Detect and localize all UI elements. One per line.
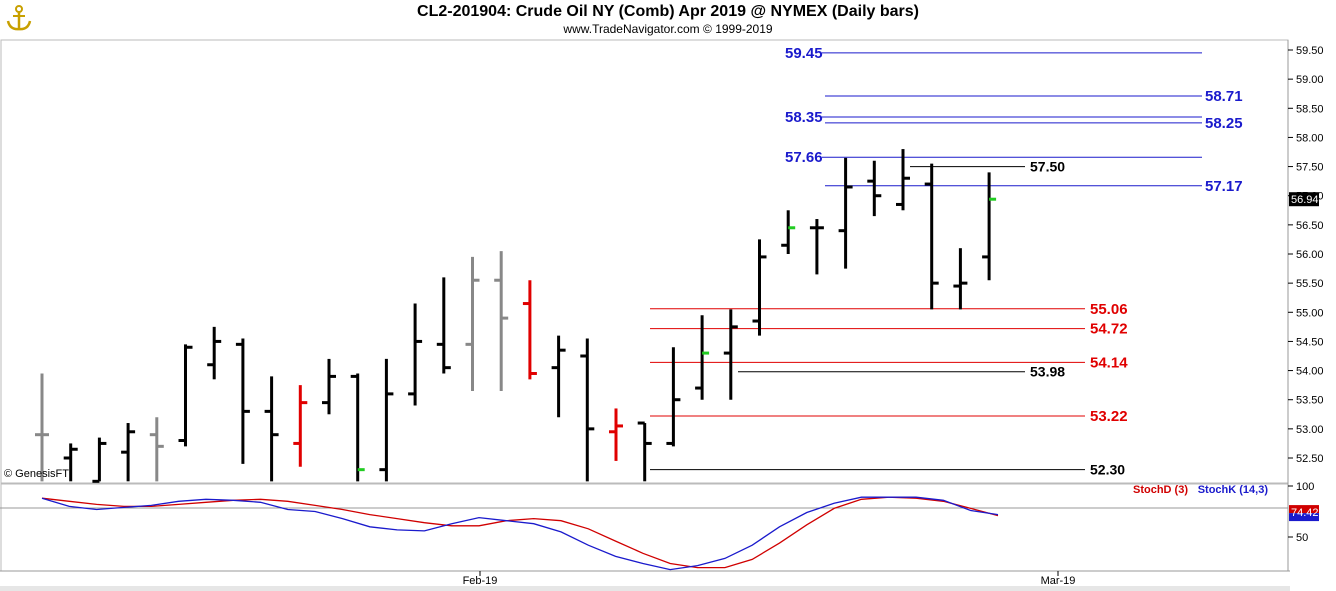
ohlc-bar-10: [322, 358, 336, 415]
price-tick-label-6: 56.50: [1296, 220, 1324, 232]
last-price-badge: [1289, 192, 1319, 207]
ohlc-bar-19: [580, 338, 595, 482]
ohlc-bar-0: [35, 373, 49, 482]
level-label-5: 57.50: [1030, 159, 1065, 175]
price-tick-label-7: 56.00: [1296, 249, 1324, 261]
ohlc-bar-21: [637, 421, 652, 482]
price-tick-label-1: 59.00: [1296, 74, 1324, 86]
level-label-2: 58.35: [785, 109, 823, 126]
level-label-12: 52.30: [1090, 462, 1125, 478]
price-tick-label-11: 54.00: [1296, 366, 1324, 378]
price-tick-label-4: 57.50: [1296, 162, 1324, 174]
price-tick-label-9: 55.00: [1296, 307, 1324, 319]
level-label-0: 59.45: [785, 45, 823, 62]
level-label-4: 57.66: [785, 149, 823, 166]
ohlc-bar-9: [293, 385, 308, 467]
ohlc-bar-30: [896, 149, 910, 211]
ohlc-bar-20: [609, 408, 623, 461]
ohlc-bar-12: [379, 358, 394, 482]
ohlc-bar-27: [809, 219, 824, 275]
stoch-legend-0: StochD (3): [1133, 484, 1188, 496]
osc-tick-label-0: 100: [1296, 481, 1314, 493]
level-label-1: 58.71: [1205, 88, 1243, 105]
price-tick-label-3: 58.00: [1296, 132, 1324, 144]
ohlc-bar-24: [723, 309, 738, 400]
ohlc-bar-29: [867, 160, 882, 217]
ohlc-bar-31: [924, 163, 939, 310]
ohlc-bar-26: [781, 210, 796, 254]
osc-tick-label-1: 50: [1296, 532, 1308, 544]
price-tick-label-10: 54.50: [1296, 336, 1324, 348]
ohlc-bar-7: [235, 338, 250, 464]
ohlc-bar-2: [92, 437, 107, 483]
level-label-8: 54.72: [1090, 321, 1128, 338]
price-tick-label-14: 52.50: [1296, 453, 1324, 465]
ohlc-bar-32: [953, 248, 968, 310]
ohlc-bar-13: [408, 303, 423, 406]
ohlc-bar-5: [178, 344, 193, 447]
ohlc-bar-4: [149, 417, 164, 482]
ohlc-bar-6: [207, 326, 222, 380]
chart-title: CL2-201904: Crude Oil NY (Comb) Apr 2019…: [417, 3, 919, 20]
level-label-11: 53.22: [1090, 408, 1128, 425]
genesis-watermark: © GenesisFT: [4, 468, 69, 480]
stoch-legend-1: StochK (14,3): [1198, 484, 1269, 496]
ohlc-bar-16: [494, 251, 509, 391]
level-label-7: 55.06: [1090, 301, 1128, 318]
ohlc-bar-18: [551, 335, 566, 418]
ohlc-bar-3: [121, 423, 136, 482]
stoch-line-1: [41, 496, 999, 571]
stoch-line-0: [41, 496, 999, 569]
price-tick-label-12: 53.50: [1296, 395, 1324, 407]
time-tick-label-0: Feb-19: [463, 575, 498, 587]
osc-badge-bottom: [1289, 513, 1319, 522]
level-label-6: 57.17: [1205, 178, 1243, 195]
price-tick-label-2: 58.50: [1296, 103, 1324, 115]
price-tick-label-13: 53.00: [1296, 424, 1324, 436]
osc-badge-top: [1289, 505, 1319, 514]
level-label-3: 58.25: [1205, 115, 1243, 132]
ohlc-bar-15: [465, 256, 480, 391]
ohlc-bar-25: [752, 239, 767, 336]
ohlc-bar-14: [436, 277, 451, 374]
osc-last-label: 74.42: [1291, 507, 1319, 519]
last-price-label: 56.94: [1291, 194, 1319, 206]
price-tick-label-0: 59.50: [1296, 45, 1324, 57]
time-tick-label-1: Mar-19: [1041, 575, 1076, 587]
ohlc-bar-23: [695, 315, 710, 400]
level-label-9: 54.14: [1090, 354, 1128, 371]
ohlc-bar-28: [838, 157, 853, 269]
ohlc-bar-22: [666, 347, 681, 447]
ohlc-bar-1: [63, 443, 78, 482]
level-label-10: 53.98: [1030, 364, 1065, 380]
ohlc-bar-11: [350, 373, 365, 482]
chart-subtitle: www.TradeNavigator.com © 1999-2019: [563, 22, 773, 36]
anchor-logo-icon: [6, 5, 32, 31]
time-scrollbar: [0, 586, 1290, 591]
price-tick-label-8: 55.50: [1296, 278, 1324, 290]
ohlc-bar-8: [264, 376, 279, 482]
ohlc-bar-17: [522, 280, 537, 380]
ohlc-bar-33: [982, 172, 997, 281]
